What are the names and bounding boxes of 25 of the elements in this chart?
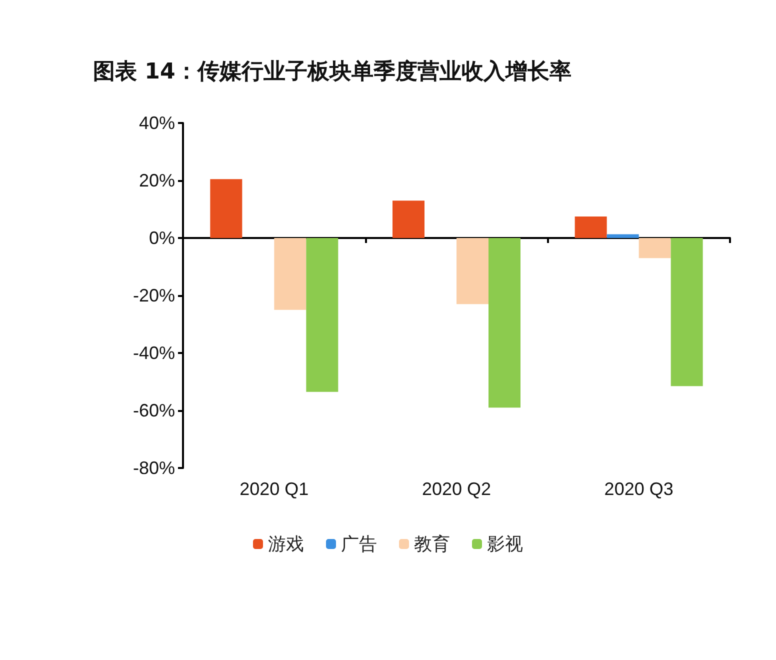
bar <box>638 238 671 258</box>
x-tick-label: 2020 Q1 <box>240 479 309 499</box>
y-tick-label: -20% <box>132 286 175 306</box>
bar <box>670 238 703 386</box>
y-tick-label: -80% <box>132 458 175 478</box>
y-tick-label: 40% <box>138 113 175 133</box>
legend-label: 影视 <box>487 534 523 554</box>
bar <box>392 200 424 238</box>
x-tick-label: 2020 Q2 <box>422 479 492 499</box>
legend-label: 教育 <box>414 534 450 554</box>
bar <box>574 216 607 238</box>
bar <box>210 179 242 238</box>
x-tick-label: 2020 Q3 <box>604 479 674 499</box>
y-tick-label: -60% <box>132 400 175 420</box>
bar <box>456 238 488 304</box>
bar <box>274 238 306 310</box>
legend-label: 游戏 <box>268 534 304 554</box>
bar <box>488 238 520 408</box>
bar <box>606 234 639 238</box>
y-tick-label: -40% <box>132 343 175 363</box>
y-tick-label: 0% <box>148 228 175 248</box>
legend-label: 广告 <box>341 534 377 554</box>
y-tick-label: 20% <box>138 170 175 190</box>
chart-title: 图表 14：传媒行业子板块单季度营业收入增长率 <box>93 58 572 84</box>
bar <box>306 238 338 392</box>
